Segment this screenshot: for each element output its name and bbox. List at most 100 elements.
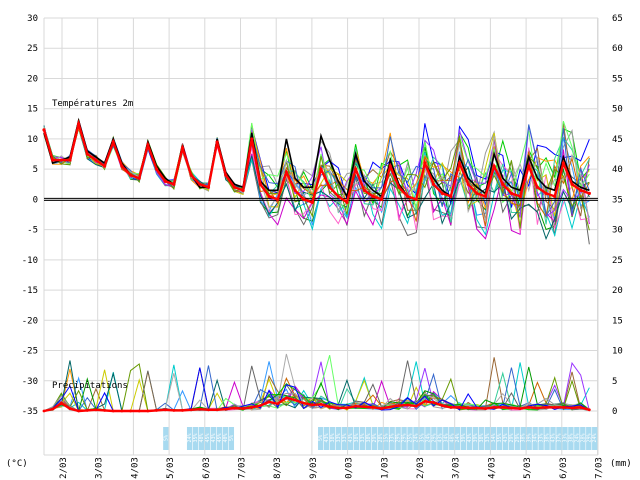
snow-probability-box [544, 427, 550, 450]
snow-probability-label: 29% [515, 433, 521, 442]
temperature-mean-point [336, 194, 340, 198]
snow-probability-label: 24% [455, 433, 461, 442]
date-tick-label: 5/03 [166, 457, 176, 479]
snow-probability-label: 5% [318, 435, 324, 441]
snow-probability-label: 38% [545, 433, 551, 442]
precipitation-mean-point [423, 399, 427, 403]
snow-probability-label: 25% [408, 433, 414, 442]
temperature-tick-label: -10 [22, 256, 38, 266]
precipitation-mean-point [259, 404, 262, 407]
main-series [42, 117, 591, 413]
snow-probability-label: 43% [324, 433, 330, 442]
snow-probability-label: 40% [223, 433, 229, 442]
precipitation-mean-point [518, 407, 522, 410]
precipitation-mean-point [250, 405, 254, 409]
temperature-mean-point [198, 182, 202, 186]
temperature-mean-point [371, 194, 375, 198]
precipitation-mean-point [579, 405, 583, 409]
precipitation-tick-label: 60 [612, 44, 623, 54]
precipitation-tick-label: 10 [612, 347, 623, 357]
snow-probability-label: 35% [419, 433, 425, 442]
snow-probability-label: 15% [384, 433, 390, 442]
precipitation-mean-point [587, 408, 591, 412]
temperature-mean-point [362, 188, 366, 192]
precipitation-mean-point [475, 406, 479, 410]
snow-probability-label: 35% [497, 433, 503, 442]
snow-probability-box [484, 427, 491, 450]
snow-probability-label: 39% [461, 433, 467, 442]
snow-probability-box [437, 427, 443, 450]
snow-probability-label: 38% [354, 433, 360, 442]
temperature-mean-point [189, 173, 193, 177]
date-tick-label: 3/03 [95, 457, 105, 479]
precipitation-mean-point [103, 408, 106, 412]
temperature-mean-point [483, 194, 488, 198]
snow-probability-label: 43% [437, 433, 443, 442]
temperature-tick-label: 10 [27, 135, 38, 145]
precipitation-mean-point [561, 405, 565, 409]
snow-probability-box [323, 427, 330, 450]
precipitation-mean-point [362, 405, 366, 409]
snow-probability-label: 24% [592, 433, 598, 442]
precipitation-unit-label: (mm) [610, 459, 632, 469]
temperature-unit-label: (°C) [6, 459, 28, 469]
snow-probability-box [514, 427, 520, 450]
precipitation-mean-point [181, 408, 184, 412]
snow-probability-box [383, 427, 389, 450]
snow-probability-box [496, 427, 503, 450]
snow-probability-box [431, 427, 437, 450]
temperature-mean-point [120, 164, 124, 168]
snow-probability-label: 33% [485, 433, 491, 442]
precipitation-tick-label: 0 [612, 407, 617, 417]
temperature-mean-point [232, 185, 237, 189]
precipitation-mean-point [42, 409, 46, 413]
snow-probability-label: 48% [449, 433, 455, 442]
snow-probability-box [574, 427, 580, 450]
snow-probability-label: 33% [342, 433, 348, 442]
precipitation-mean-point [432, 401, 435, 404]
temperature-mean-point [570, 182, 574, 186]
snow-probability-label: 43% [503, 433, 509, 442]
temperature-mean-point [224, 173, 228, 177]
snow-probability-box [425, 427, 431, 450]
precipitation-tick-label: 5 [612, 377, 617, 387]
snow-probability-box [592, 427, 598, 450]
precipitation-tick-label: 35 [612, 195, 623, 205]
snow-probability-label: 34% [491, 433, 497, 442]
temperature-tick-label: 20 [27, 74, 38, 84]
temperature-mean-point [77, 122, 81, 126]
precipitation-mean-point [129, 409, 132, 413]
temperature-mean-point [276, 197, 280, 201]
precipitation-mean-point [536, 406, 539, 410]
snow-probability-label: 34% [533, 433, 539, 442]
precipitation-tick-label: 65 [612, 14, 623, 24]
snow-probability-box [556, 427, 562, 450]
precipitation-mean-point [501, 405, 505, 409]
precipitation-mean-point [207, 408, 210, 412]
temperature-mean-point [146, 143, 150, 147]
temperature-tick-label: -25 [22, 347, 38, 357]
snow-probability-box [186, 427, 193, 450]
snow-probability-label: 33% [360, 433, 366, 442]
temperature-mean-point [561, 161, 565, 165]
snow-probability-label: 29% [372, 433, 378, 442]
snow-probability-box [490, 427, 497, 450]
snow-probability-label: 39% [473, 433, 479, 442]
snow-probability-box [460, 427, 467, 450]
snow-probability-label: 33% [562, 433, 568, 442]
snow-probability-label: 43% [551, 433, 557, 442]
precipitation-mean-point [267, 400, 271, 404]
temperature-mean-point [328, 185, 332, 189]
temperature-mean-point [206, 185, 211, 189]
temperature-tick-label: -30 [22, 377, 38, 387]
snow-probability-label: 37% [556, 433, 562, 442]
precipitation-mean-point [319, 402, 323, 406]
temperature-mean-point [180, 146, 185, 150]
temperature-mean-point [431, 182, 436, 186]
temperature-mean-point [388, 164, 392, 168]
temperature-mean-point [379, 197, 384, 201]
temperature-mean-point [102, 164, 107, 168]
temperature-mean-point [423, 161, 427, 165]
precipitation-mean-point [172, 408, 176, 412]
